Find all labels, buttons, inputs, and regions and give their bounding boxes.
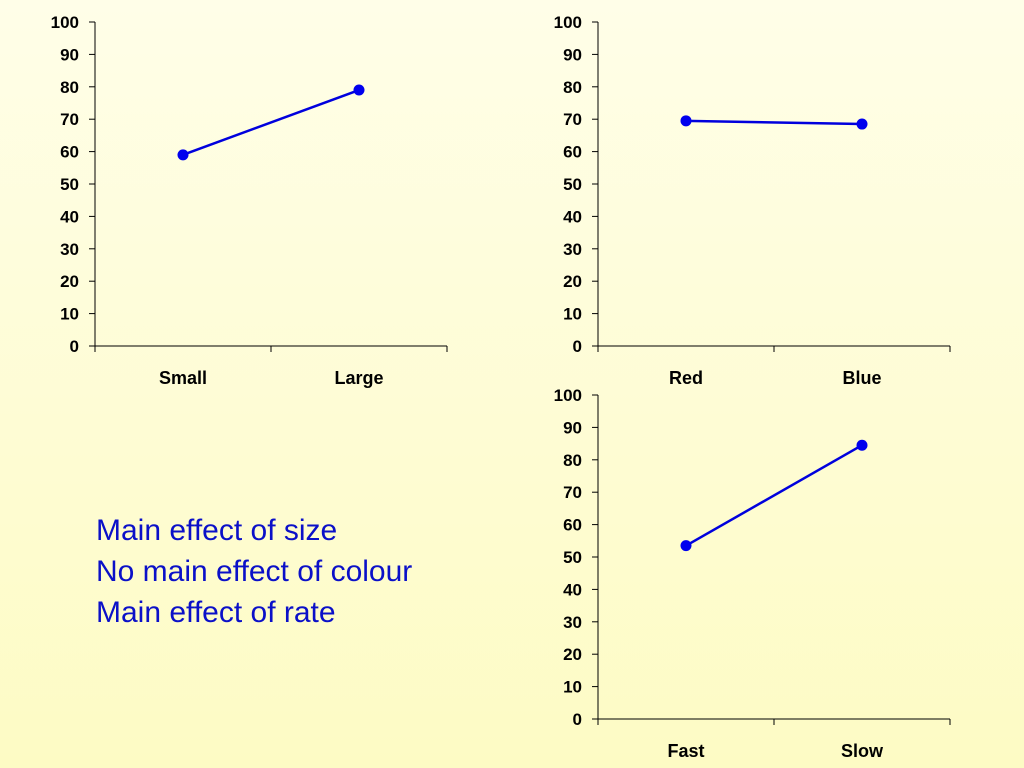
y-tick-label: 50 (563, 548, 582, 567)
y-tick-label: 10 (563, 678, 582, 697)
note-rate-effect: Main effect of rate (96, 596, 336, 629)
series-line (685, 119, 863, 126)
category-label: Large (334, 368, 383, 388)
y-tick-label: 70 (60, 110, 79, 129)
category-label: Small (159, 368, 207, 388)
y-tick-label: 90 (563, 45, 582, 64)
y-tick-label: 90 (60, 45, 79, 64)
y-tick-label: 80 (563, 78, 582, 97)
data-point (856, 439, 868, 451)
note-size-effect: Main effect of size (96, 514, 338, 547)
y-tick-label: 50 (60, 175, 79, 194)
category-label: Blue (842, 368, 881, 388)
data-point (680, 115, 692, 127)
y-tick-label: 20 (60, 272, 79, 291)
y-tick-label: 40 (563, 580, 582, 599)
data-point (856, 118, 868, 130)
y-tick-label: 90 (563, 418, 582, 437)
chart-size: 0 10 20 30 40 50 60 70 80 90 100 Small Large (51, 13, 448, 388)
data-point (177, 149, 189, 161)
y-tick-label: 60 (563, 516, 582, 535)
data-point (353, 84, 365, 96)
chart-rate: 0 10 20 30 40 50 60 70 80 90 100 Fast Slow (554, 386, 951, 761)
y-tick-label: 60 (563, 143, 582, 162)
y-tick-label: 100 (51, 13, 79, 32)
y-tick-label: 10 (60, 305, 79, 324)
y-tick-label: 70 (563, 483, 582, 502)
chart-colour: 0 10 20 30 40 50 60 70 80 90 100 Red Blue (554, 13, 951, 388)
series-line (685, 444, 863, 547)
y-tick-label: 100 (554, 386, 582, 405)
data-point (680, 540, 692, 552)
category-label: Red (669, 368, 703, 388)
effects-summary: Main effect of size No main effect of co… (96, 510, 516, 633)
y-tick-label: 80 (563, 451, 582, 470)
y-tick-label: 40 (563, 207, 582, 226)
y-tick-label: 20 (563, 272, 582, 291)
y-tick-label: 0 (70, 337, 79, 356)
y-tick-label: 10 (563, 305, 582, 324)
y-tick-label: 20 (563, 645, 582, 664)
y-tick-label: 50 (563, 175, 582, 194)
y-tick-label: 100 (554, 13, 582, 32)
y-tick-label: 60 (60, 143, 79, 162)
y-tick-label: 70 (563, 110, 582, 129)
note-colour-effect: No main effect of colour (96, 555, 413, 588)
y-tick-label: 80 (60, 78, 79, 97)
y-tick-label: 0 (573, 710, 582, 729)
y-tick-label: 40 (60, 207, 79, 226)
y-tick-label: 30 (60, 240, 79, 259)
y-tick-label: 30 (563, 240, 582, 259)
y-tick-label: 0 (573, 337, 582, 356)
series-line (182, 88, 360, 157)
category-label: Slow (841, 741, 884, 761)
category-label: Fast (667, 741, 704, 761)
y-tick-label: 30 (563, 613, 582, 632)
